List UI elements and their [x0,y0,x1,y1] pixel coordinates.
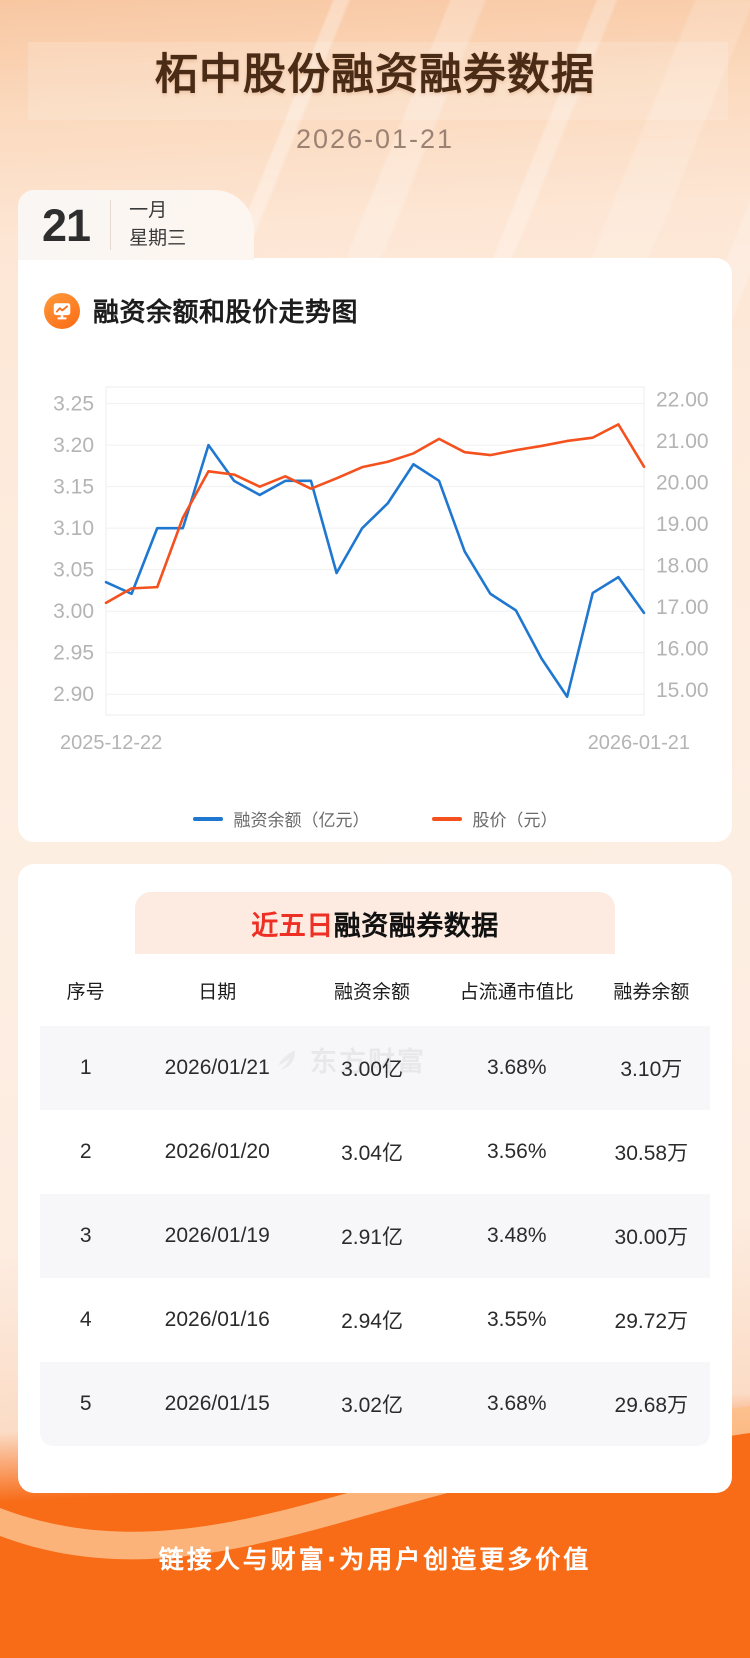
y-axis-right-tick-5: 17.00 [656,596,709,619]
cell-securities-balance: 29.72万 [614,1310,689,1333]
x-axis-end-label: 2026-01-21 [588,732,690,754]
column-header-index: 序号 [40,955,132,1026]
y-axis-right-tick-6: 16.00 [656,638,709,661]
cell-financing-balance: 2.94亿 [341,1310,403,1333]
y-axis-left-tick-6: 2.95 [53,642,94,665]
legend-label-financing: 融资余额（亿元） [233,811,370,830]
y-axis-left-tick-0: 3.25 [53,393,94,416]
cell-index: 3 [79,1224,92,1247]
table-row[interactable]: 5 2026/01/15 3.02亿 3.68% 29.68万 [40,1362,710,1446]
table-head: 序号 日期 融资余额 占流通市值比 融券余额 [40,955,710,1026]
table-card: 近五日融资融券数据 序号 日期 融资余额 占流通市值比 融券余额 1 2026/0… [18,864,732,1493]
legend-swatch-financing [192,816,223,821]
y-axis-left-tick-1: 3.20 [53,434,94,457]
cell-date: 2026/01/21 [164,1056,270,1079]
date-month-label: 一月 [129,200,168,222]
table-row[interactable]: 3 2026/01/19 2.91亿 3.48% 30.00万 [40,1194,710,1278]
cell-financing-balance: 2.91亿 [341,1226,403,1249]
table-banner-title: 近五日融资融券数据 [251,904,499,943]
table-banner: 近五日融资融券数据 [135,892,615,954]
table-row[interactable]: 4 2026/01/16 2.94亿 3.55% 29.72万 [40,1278,710,1362]
chart-header: 融资余额和股价走势图 [18,258,732,329]
y-axis-right-tick-2: 20.00 [656,471,709,494]
chart-line-financing [104,443,646,699]
cell-pct-of-float: 3.68% [486,1392,547,1415]
cell-financing-balance: 3.00亿 [341,1058,403,1081]
cell-index: 2 [79,1140,92,1163]
y-axis-right-tick-0: 22.00 [656,388,709,411]
cell-securities-balance: 30.58万 [614,1142,689,1165]
chart-plot-area: 东方财富 3.253.203.153.103.053.002.952.9022.… [18,347,732,777]
y-axis-left-tick-2: 3.15 [53,476,94,499]
y-axis-right-tick-1: 21.00 [656,430,709,453]
column-header-financing: 融资余额 [303,955,441,1026]
page-footer: 链接人与财富·为用户创造更多价值 [0,1458,750,1658]
column-header-date: 日期 [131,955,304,1026]
table-banner-rest: 融资融券数据 [333,910,499,942]
y-axis-left-tick-7: 2.90 [53,683,94,706]
cell-date: 2026/01/16 [164,1308,270,1331]
chart-title: 融资余额和股价走势图 [93,298,359,328]
cell-securities-balance: 29.68万 [614,1394,689,1417]
table-row[interactable]: 1 2026/01/21 3.00亿 3.68% 3.10万 [40,1026,710,1110]
cell-financing-balance: 3.04亿 [341,1142,403,1165]
margin-trading-table: 序号 日期 融资余额 占流通市值比 融券余额 1 2026/01/21 3.00亿 3… [39,954,711,1447]
date-tab: 21 一月 星期三 [18,190,254,260]
table-row[interactable]: 2 2026/01/20 3.04亿 3.56% 30.58万 [40,1110,710,1194]
column-header-securities: 融券余额 [592,955,710,1026]
cell-pct-of-float: 3.68% [486,1056,547,1079]
cell-securities-balance: 30.00万 [614,1226,689,1249]
date-divider [110,200,112,250]
x-axis-start-label: 2025-12-22 [60,732,162,754]
cell-date: 2026/01/19 [164,1224,270,1247]
date-day-number: 21 [42,199,91,251]
cell-financing-balance: 3.02亿 [341,1394,403,1417]
cell-date: 2026/01/20 [164,1140,270,1163]
page-header: 柘中股份融资融券数据 2026-01-21 [0,0,750,155]
y-axis-right-tick-4: 18.00 [656,555,709,578]
table-banner-highlight: 近五日 [251,910,334,942]
date-weekday-label: 星期三 [129,228,187,249]
cell-pct-of-float: 3.55% [486,1308,547,1331]
chart-legend: 融资余额（亿元） 股价（元） [18,806,732,831]
table-body: 1 2026/01/21 3.00亿 3.68% 3.10万 2 2026/01/20 3.0… [40,1026,710,1446]
cell-index: 1 [79,1056,92,1079]
y-axis-left-tick-3: 3.10 [53,517,94,540]
cell-pct-of-float: 3.56% [486,1140,547,1163]
y-axis-right-tick-3: 19.00 [656,513,709,536]
y-axis-left-tick-5: 3.00 [53,600,94,623]
chart-line-price [104,423,646,605]
cell-date: 2026/01/15 [164,1392,270,1415]
y-axis-right-tick-7: 15.00 [656,679,709,702]
table-header-row: 序号 日期 融资余额 占流通市值比 融券余额 [40,955,710,1026]
chart-card: 融资余额和股价走势图 东方财富 3.253.203.153.103.053.00… [18,258,732,842]
cell-pct-of-float: 3.48% [486,1224,547,1247]
date-meta: 一月 星期三 [129,200,186,250]
cell-index: 5 [79,1392,92,1415]
y-axis-left-tick-4: 3.05 [53,559,94,582]
legend-swatch-price [431,816,462,821]
legend-item-price[interactable]: 股价（元） [431,806,558,831]
trend-chart-svg: 3.25 3.20 3.15 3.10 3.05 3.00 2.95 2.90 22.00 21.… [53,386,709,754]
footer-slogan: 链接人与财富·为用户创造更多价值 [158,1545,592,1574]
legend-item-financing[interactable]: 融资余额（亿元） [192,806,370,831]
column-header-pct-float: 占流通市值比 [440,955,593,1026]
legend-label-price: 股价（元） [472,811,558,830]
page-title: 柘中股份融资融券数据 [155,50,595,100]
stock-monitor-icon [44,292,80,329]
page-subtitle-date: 2026-01-21 [295,124,455,154]
cell-index: 4 [79,1308,92,1331]
cell-securities-balance: 3.10万 [620,1058,683,1081]
